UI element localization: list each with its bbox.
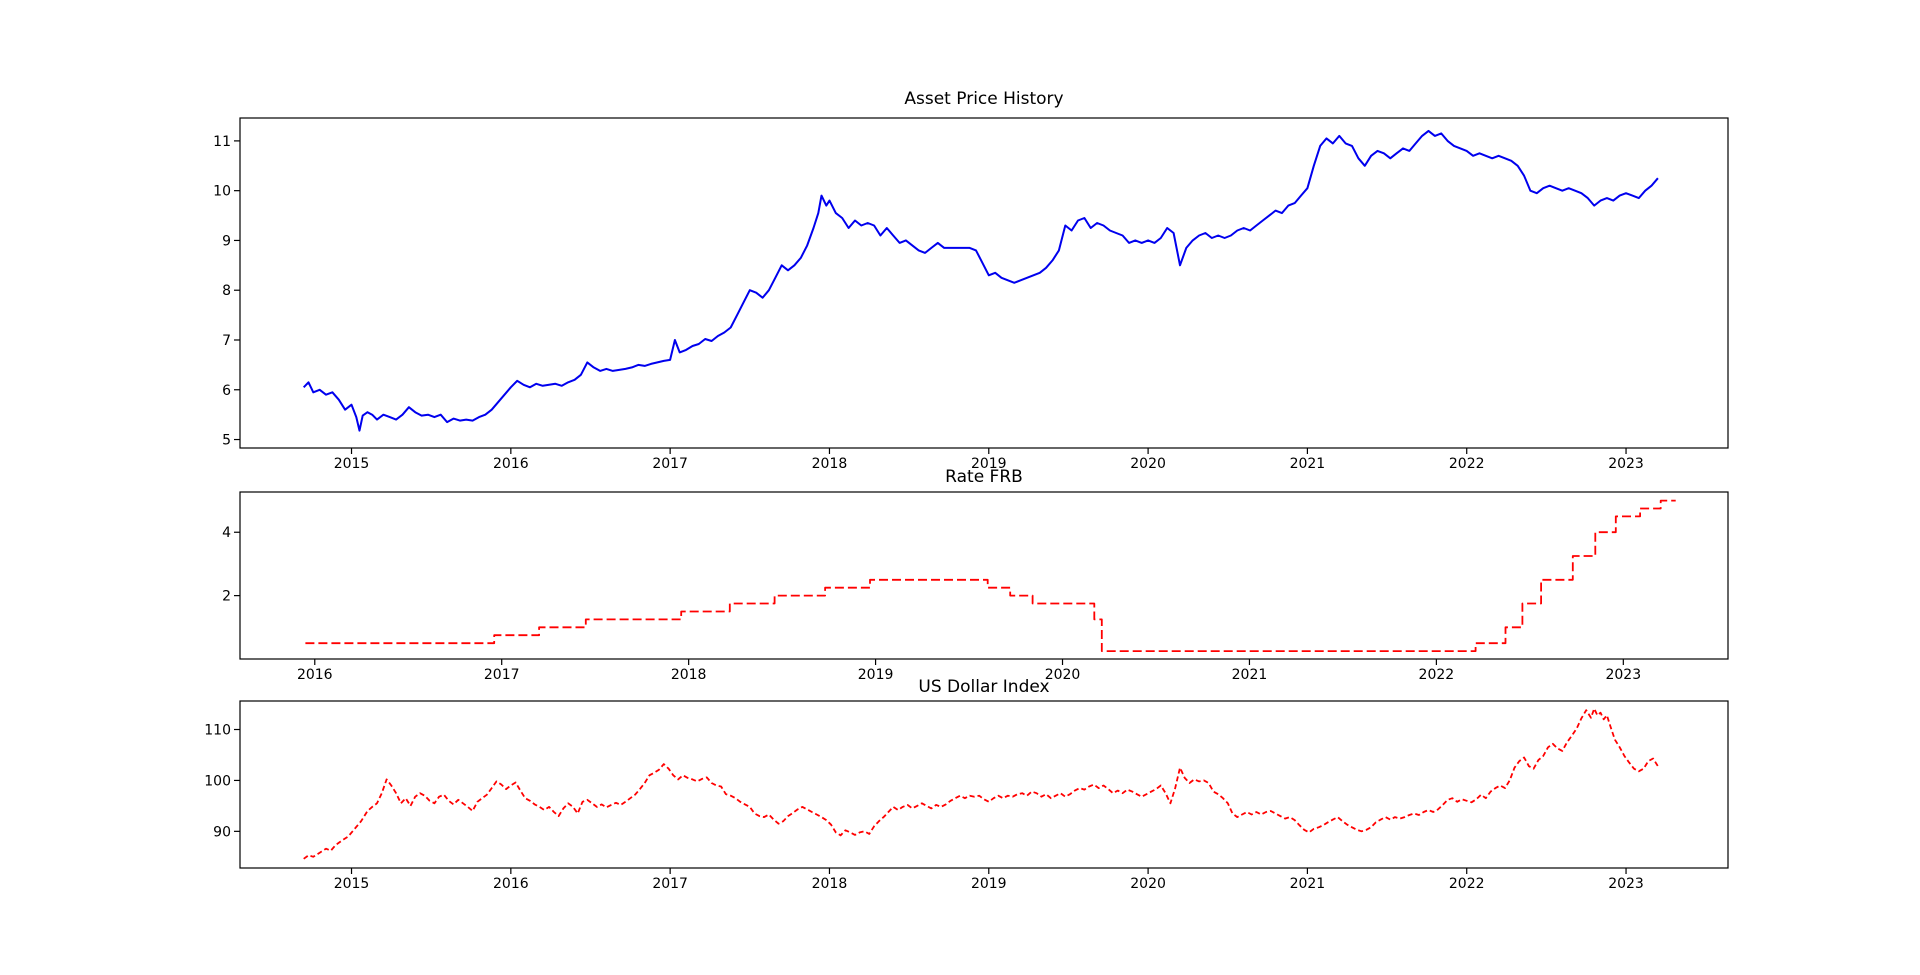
rate-frb-plot: 2016 2017 2018 2019 2020 2021 2022 2023 2 4: [222, 491, 1729, 683]
frb-rate-line: [305, 499, 1676, 652]
x-tick-label: 2021: [1232, 667, 1268, 683]
x-tick-label: 2020: [1045, 667, 1081, 683]
x-tick-label: 2021: [1290, 876, 1326, 892]
x-tick-label: 2016: [493, 876, 529, 892]
us-dollar-index-plot: 2015 2016 2017 2018 2019 2020 2021 2022 2023 90 10…: [204, 700, 1729, 892]
x-tick-label: 2015: [334, 876, 370, 892]
x-tick-label: 2019: [858, 667, 894, 683]
x-tick-label: 2016: [297, 667, 333, 683]
chart-title-us-dollar-index: US Dollar Index: [918, 677, 1050, 697]
asset-price-history-plot: 2015 2016 2017 2018 2019 2020 2021 2022 2023 5 6 7 8…: [213, 117, 1729, 472]
x-tick-label: 2015: [334, 456, 370, 472]
x-tick-label: 2017: [484, 667, 520, 683]
usd-index-line: [303, 707, 1659, 860]
asset-price-line: [302, 129, 1659, 432]
x-tick-label: 2021: [1290, 456, 1326, 472]
y-tick-label: 5: [222, 433, 231, 449]
x-tick-label: 2022: [1419, 667, 1455, 683]
x-tick-label: 2018: [671, 667, 707, 683]
x-tick-label: 2023: [1608, 456, 1644, 472]
y-tick-label: 10: [213, 184, 231, 200]
y-tick-label: 2: [222, 589, 231, 605]
x-tick-label: 2023: [1605, 667, 1641, 683]
y-tick-label: 8: [222, 283, 231, 299]
x-tick-label: 2020: [1130, 456, 1166, 472]
axes-border: [239, 117, 1729, 449]
y-tick-label: 4: [222, 525, 231, 541]
axes-border: [239, 491, 1729, 660]
x-tick-label: 2018: [812, 876, 848, 892]
x-tick-label: 2019: [971, 456, 1007, 472]
x-tick-label: 2017: [652, 456, 688, 472]
x-tick-label: 2016: [493, 456, 529, 472]
x-tick-label: 2018: [812, 456, 848, 472]
y-tick-label: 90: [213, 824, 231, 840]
x-tick-label: 2023: [1608, 876, 1644, 892]
y-tick-label: 110: [204, 723, 231, 739]
x-tick-label: 2022: [1449, 456, 1485, 472]
y-tick-label: 100: [204, 773, 231, 789]
y-tick-label: 7: [222, 333, 231, 349]
x-tick-label: 2017: [652, 876, 688, 892]
y-tick-label: 6: [222, 383, 231, 399]
x-tick-label: 2019: [971, 876, 1007, 892]
chart-title-rate-frb: Rate FRB: [945, 467, 1023, 487]
chart-title-asset-price-history: Asset Price History: [904, 89, 1064, 109]
y-tick-label: 11: [213, 134, 231, 150]
y-tick-label: 9: [222, 233, 231, 249]
x-tick-label: 2020: [1130, 876, 1166, 892]
axes-border: [239, 700, 1729, 869]
x-tick-label: 2022: [1449, 876, 1485, 892]
